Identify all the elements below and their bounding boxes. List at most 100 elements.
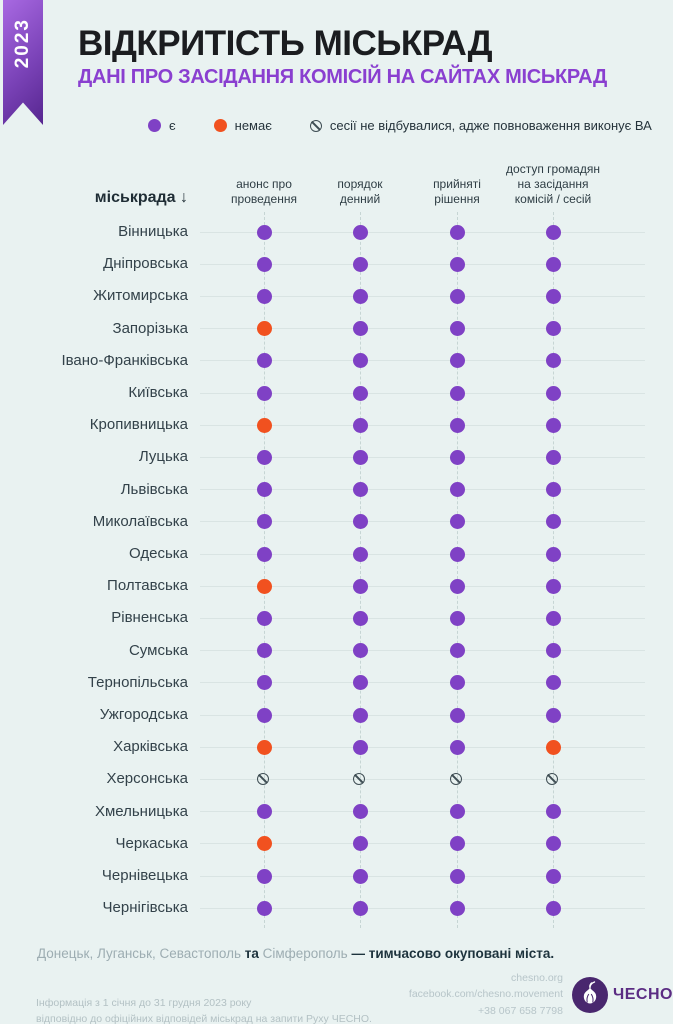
table-row: Дніпровська [0,248,673,280]
status-dot-yes [352,868,368,884]
table-row: Харківська [0,731,673,763]
row-label: Харківська [113,738,188,756]
legend-item-yes: є [148,118,176,133]
status-dot-yes [545,804,561,820]
status-dot-yes [545,353,561,369]
status-crossed-circle-icon [449,772,462,785]
status-dot-yes [256,643,272,659]
table-row: Житомирська [0,280,673,312]
status-dot-yes [256,288,272,304]
status-dot-yes [352,578,368,594]
status-dot-yes [352,836,368,852]
table-row: Івано-Франківська [0,345,673,377]
table-row: Сумська [0,635,673,667]
status-dot-yes [256,385,272,401]
status-dot-yes [545,288,561,304]
column-header-agenda: порядок денний [337,177,383,206]
row-gridline [200,360,645,362]
crossed-circle-icon [309,119,322,132]
status-dot-yes [352,610,368,626]
row-label: Сумська [128,641,188,659]
column-header-public-access: доступ громадян на засідання комісій / с… [506,162,600,206]
footnote-conjunction: та [244,946,263,961]
facebook-link: facebook.com/chesno.movement [408,988,563,1001]
status-dot-yes [449,482,465,498]
row-gridline [200,811,645,813]
status-dot-yes [449,610,465,626]
table-row: Чернігівська [0,892,673,924]
phone-number: +38 067 658 7798 [478,1004,563,1017]
table-row: Київська [0,377,673,409]
status-dot-yes [545,385,561,401]
table-row: Запорізька [0,313,673,345]
table-row: Тернопільська [0,667,673,699]
status-dot-yes [256,546,272,562]
row-gridline [200,875,645,877]
row-gridline [200,907,645,909]
row-label: Рівненська [111,609,188,627]
status-dot-yes [352,385,368,401]
status-dot-yes [352,707,368,723]
status-dot-yes [545,546,561,562]
status-dot-yes [256,675,272,691]
table-row: Рівненська [0,602,673,634]
page-subtitle: ДАНІ ПРО ЗАСІДАННЯ КОМІСІЙ НА САЙТАХ МІС… [78,66,607,88]
row-label: Херсонська [106,770,188,788]
status-dot-yes [352,900,368,916]
table-row: Полтавська [0,570,673,602]
status-dot-yes [449,321,465,337]
status-dot-no [256,417,272,433]
row-gridline [200,714,645,716]
table-row: Хмельницька [0,796,673,828]
row-label: Миколаївська [92,512,188,530]
status-dot-yes [449,224,465,240]
row-gridline [200,521,645,523]
column-header-announcement: анонс про проведення [231,177,297,206]
table-row: Чернівецька [0,860,673,892]
row-label: Черкаська [115,834,188,852]
row-gridline [200,553,645,555]
row-gridline [200,617,645,619]
status-dot-yes [449,804,465,820]
chesno-logo garlic-icon [572,977,608,1013]
status-dot-yes [256,256,272,272]
row-gridline [200,585,645,587]
column-gridline [264,212,265,928]
status-dot-yes [449,288,465,304]
row-label: Ужгородська [99,706,188,723]
table-row: Львівська [0,474,673,506]
website-link: chesno.org [511,972,563,984]
status-dot-yes [545,868,561,884]
status-dot-yes [545,610,561,626]
column-gridline [360,212,361,928]
ribbon-year-text: 2023 [12,18,33,69]
status-dot-yes [545,900,561,916]
status-crossed-circle-icon [352,772,365,785]
row-gridline [200,424,645,426]
footnote-statement: — тимчасово окуповані міста. [351,946,555,961]
status-dot-yes [449,578,465,594]
legend: є немає сесії не відбувалися, адже повно… [148,118,652,133]
status-dot-yes [449,353,465,369]
row-label: Івано-Франківська [61,351,188,369]
row-label: Кропивницька [89,416,188,434]
legend-label-yes: є [169,118,176,133]
row-label: Полтавська [107,577,188,595]
table-row: Ужгородська [0,699,673,731]
status-dot-yes [352,514,368,530]
status-dot-yes [449,256,465,272]
status-dot-yes [545,417,561,433]
status-dot-yes [256,900,272,916]
page-title: ВІДКРИТІСТЬ МІСЬКРАД [78,24,493,63]
status-crossed-circle-icon [256,772,269,785]
row-gridline [200,231,645,233]
row-gridline [200,650,645,652]
status-dot-yes [256,482,272,498]
orange-dot-icon [213,119,227,132]
status-dot-yes [545,321,561,337]
status-dot-yes [449,546,465,562]
row-label: Чернівецька [101,867,188,884]
footer-info-line2: відповідно до офіційних відповідей міськ… [36,1013,372,1024]
status-dot-yes [449,868,465,884]
